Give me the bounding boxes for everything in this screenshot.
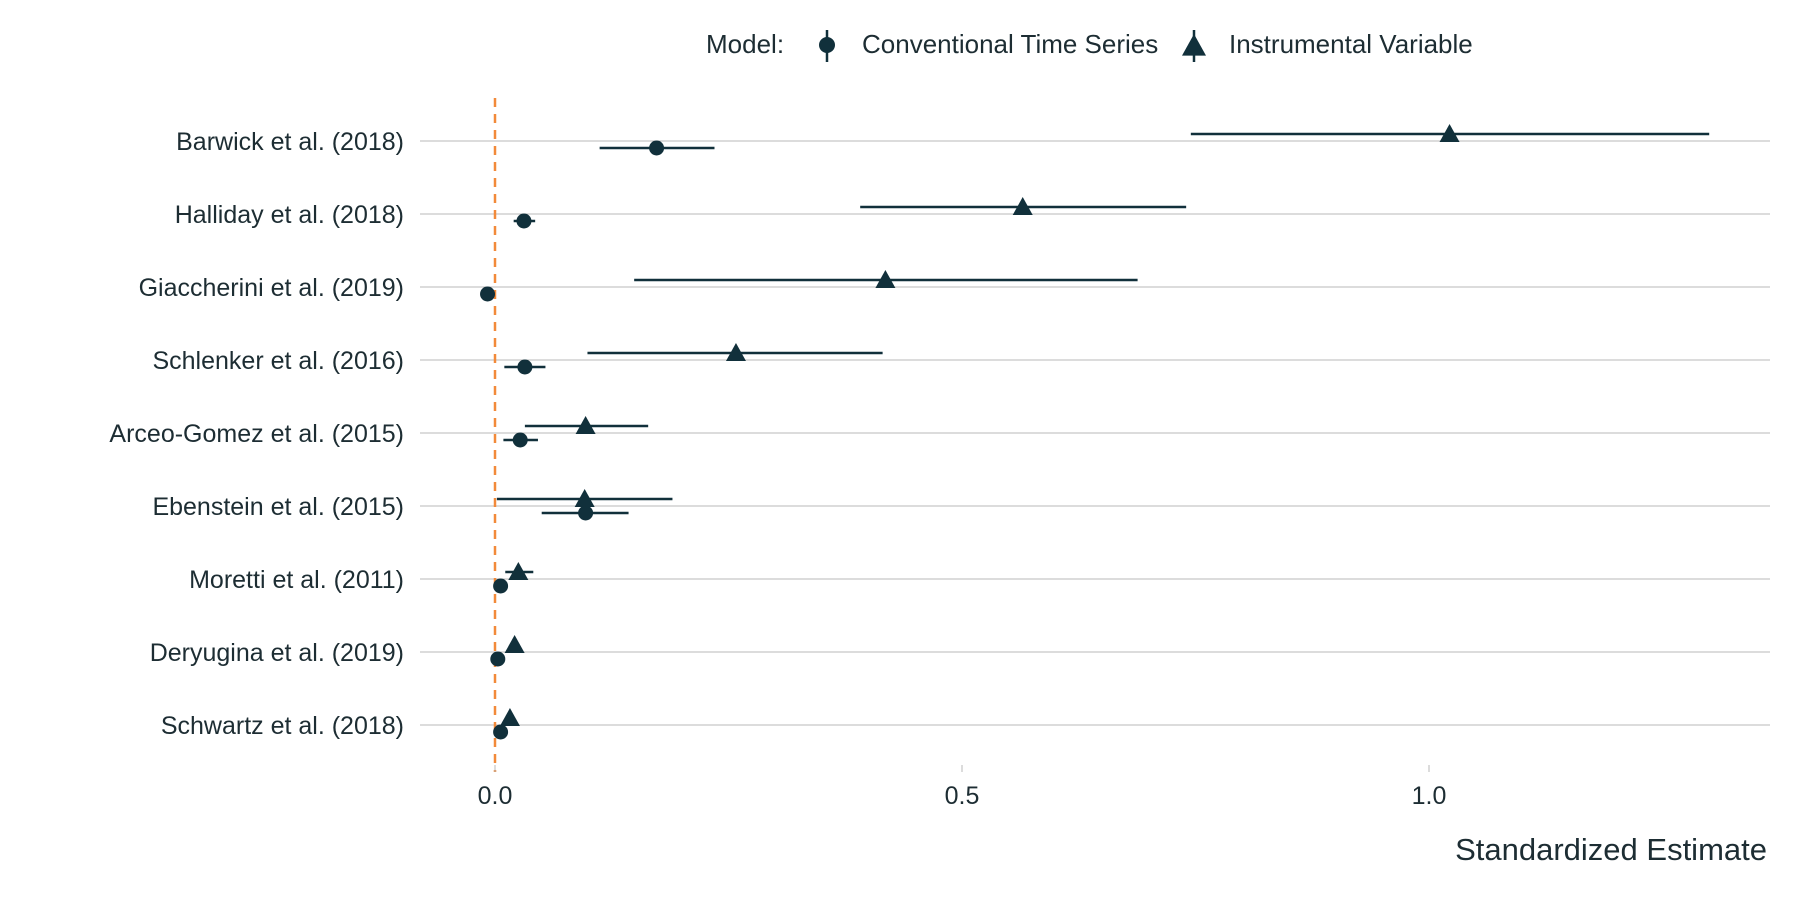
- cts-point: [517, 359, 533, 375]
- x-axis-ticks: 0.0 0.5 1.0: [478, 765, 1447, 810]
- legend-label-conventional: Conventional Time Series: [862, 29, 1158, 59]
- y-tick-label: Arceo-Gomez et al. (2015): [109, 420, 404, 448]
- y-tick-label: Schwartz et al. (2018): [161, 712, 404, 740]
- y-tick-label: Barwick et al. (2018): [176, 128, 404, 156]
- legend: Model: Conventional Time Series Instrument…: [706, 29, 1473, 62]
- cts-point: [516, 213, 532, 229]
- iv-point: [575, 416, 596, 434]
- cts-point: [649, 140, 665, 156]
- cts-point: [480, 286, 496, 302]
- y-tick-label: Moretti et al. (2011): [189, 566, 404, 594]
- cts-point: [493, 724, 509, 740]
- y-axis-labels: Barwick et al. (2018) Halliday et al. (20…: [109, 128, 404, 740]
- iv-point: [504, 635, 525, 653]
- y-tick-label: Halliday et al. (2018): [175, 201, 404, 229]
- legend-title: Model:: [706, 29, 784, 59]
- cts-point: [512, 432, 528, 448]
- cts-point: [490, 651, 506, 667]
- legend-label-instrumental: Instrumental Variable: [1229, 29, 1473, 59]
- plot-marks: [480, 124, 1710, 740]
- y-tick-label: Deryugina et al. (2019): [150, 639, 404, 667]
- iv-point: [1439, 124, 1460, 142]
- legend-circle-icon: [819, 37, 835, 53]
- legend-triangle-icon: [1182, 34, 1206, 56]
- iv-point: [499, 708, 520, 726]
- x-tick-label: 0.5: [945, 782, 980, 810]
- y-tick-label: Ebenstein et al. (2015): [152, 493, 404, 521]
- iv-point: [725, 343, 746, 361]
- iv-point: [574, 489, 595, 507]
- cts-point: [578, 505, 594, 521]
- cts-point: [493, 578, 509, 594]
- iv-point: [508, 562, 529, 580]
- grid-lines: [420, 140, 1770, 726]
- x-axis-title: Standardized Estimate: [1455, 832, 1767, 867]
- y-tick-label: Schlenker et al. (2016): [152, 347, 404, 375]
- y-tick-label: Giaccherini et al. (2019): [139, 274, 404, 302]
- iv-point: [1012, 197, 1033, 215]
- x-tick-label: 1.0: [1412, 782, 1447, 810]
- x-tick-label: 0.0: [478, 782, 513, 810]
- iv-point: [875, 270, 896, 288]
